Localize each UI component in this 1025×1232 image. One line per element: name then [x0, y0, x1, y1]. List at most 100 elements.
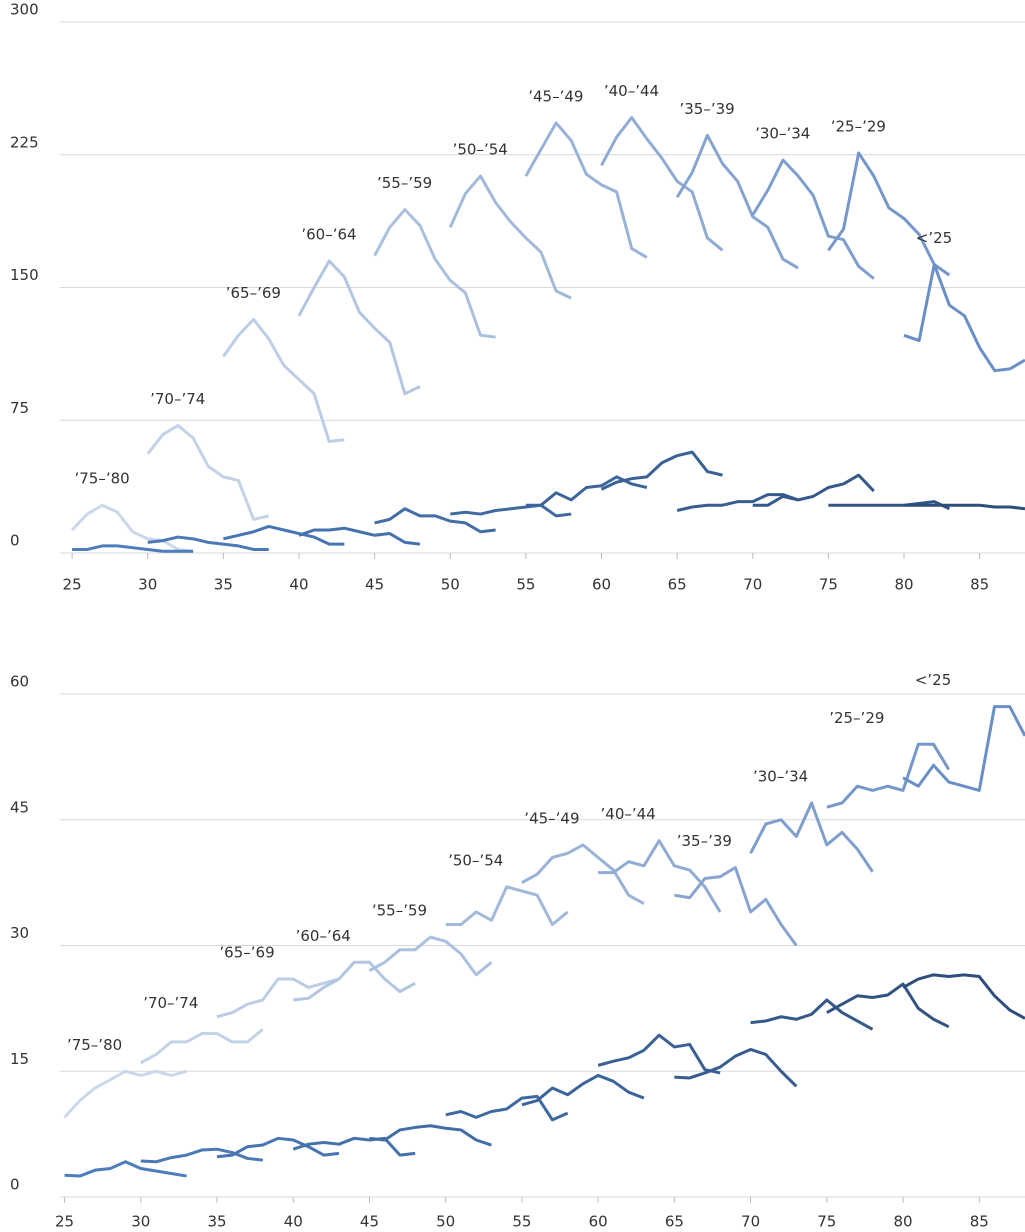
x-tick-label: 45 — [365, 576, 384, 594]
y-tick-label: 30 — [10, 924, 29, 942]
series-label: ’35–’39 — [680, 100, 735, 118]
line — [597, 1033, 721, 1075]
series-label: ’40–’44 — [601, 805, 656, 823]
series-label: ’75–’80 — [74, 470, 129, 488]
x-tick-label: 50 — [441, 576, 460, 594]
series-label: <’25 — [916, 229, 952, 247]
line — [298, 526, 421, 546]
line — [216, 1136, 340, 1159]
x-tick-label: 65 — [668, 576, 687, 594]
series-label: ’25–’29 — [831, 117, 886, 135]
x-tick-label: 25 — [63, 576, 82, 594]
series-label: ’70–’74 — [143, 994, 198, 1012]
line — [140, 1028, 264, 1065]
line — [222, 317, 345, 443]
series-label: ’55–’59 — [377, 174, 432, 192]
line — [216, 977, 340, 1019]
series-label: ’60–’64 — [296, 927, 351, 945]
line — [448, 174, 572, 300]
y-tick-label: 225 — [10, 133, 39, 151]
line — [826, 742, 951, 809]
series-label: ’45–’49 — [528, 87, 583, 105]
y-tick-label: 60 — [10, 673, 29, 691]
x-tick-label: 60 — [592, 576, 611, 594]
y-tick-label: 15 — [10, 1050, 29, 1068]
series-label: ’60–’64 — [301, 225, 356, 243]
series-label: ’40–’44 — [604, 82, 659, 100]
line — [293, 960, 416, 1002]
line — [147, 535, 269, 551]
line — [71, 503, 194, 553]
y-tick-label: 150 — [10, 266, 39, 284]
y-tick-label: 300 — [10, 1, 39, 19]
line — [828, 500, 951, 511]
series-label: ’25–’29 — [829, 709, 884, 727]
line — [674, 866, 798, 947]
series-label: ’30–’34 — [753, 767, 808, 785]
line — [64, 1160, 187, 1178]
line — [826, 982, 950, 1029]
line — [902, 973, 1025, 1020]
line — [674, 1047, 798, 1088]
line — [676, 493, 799, 512]
line — [297, 259, 421, 396]
x-tick-label: 70 — [743, 576, 762, 594]
line — [223, 524, 345, 546]
x-tick-label: 65 — [665, 1213, 684, 1231]
line — [140, 1147, 263, 1164]
x-tick-label: 85 — [970, 576, 989, 594]
series-label: <’25 — [915, 671, 951, 689]
x-tick-label: 25 — [55, 1213, 74, 1231]
x-tick-label: 40 — [289, 576, 308, 594]
line — [524, 121, 648, 259]
line — [445, 885, 569, 927]
line — [146, 424, 270, 521]
x-tick-label: 75 — [819, 576, 838, 594]
line — [373, 208, 496, 339]
line — [369, 1124, 492, 1147]
series-label: ’50–’54 — [448, 851, 503, 869]
x-tick-label: 40 — [284, 1213, 303, 1231]
line — [521, 843, 645, 905]
series-label: ’55–’59 — [372, 902, 427, 920]
line — [902, 705, 1025, 792]
x-tick-label: 30 — [131, 1213, 150, 1231]
x-tick-label: 70 — [741, 1213, 760, 1231]
line — [827, 151, 951, 277]
line — [752, 473, 875, 507]
x-tick-label: 45 — [360, 1213, 379, 1231]
x-tick-label: 35 — [207, 1213, 226, 1231]
series-label: ’75–’80 — [67, 1036, 122, 1054]
y-tick-label: 45 — [10, 798, 29, 816]
series-label: ’35–’39 — [677, 832, 732, 850]
line — [903, 503, 1025, 511]
series-label: ’30–’34 — [755, 125, 810, 143]
x-tick-label: 60 — [589, 1213, 608, 1231]
y-tick-label: 0 — [10, 532, 20, 550]
line — [72, 544, 194, 553]
series-label: ’50–’54 — [453, 140, 508, 158]
line — [368, 935, 493, 977]
series-label: ’70–’74 — [150, 390, 205, 408]
series-label: ’45–’49 — [524, 809, 579, 827]
line — [521, 1073, 645, 1107]
x-tick-label: 75 — [817, 1213, 836, 1231]
line — [374, 507, 496, 534]
series-label: ’65–’69 — [226, 284, 281, 302]
x-tick-label: 85 — [970, 1213, 989, 1231]
x-tick-label: 55 — [516, 576, 535, 594]
line — [600, 116, 724, 252]
x-tick-label: 35 — [214, 576, 233, 594]
x-tick-label: 80 — [893, 1213, 912, 1231]
x-tick-label: 50 — [436, 1213, 455, 1231]
line — [450, 503, 572, 518]
line — [751, 158, 875, 280]
x-tick-label: 55 — [512, 1213, 531, 1231]
line — [750, 998, 874, 1031]
y-tick-label: 0 — [10, 1176, 20, 1194]
line — [292, 1136, 416, 1157]
line — [598, 839, 722, 913]
x-tick-label: 80 — [894, 576, 913, 594]
